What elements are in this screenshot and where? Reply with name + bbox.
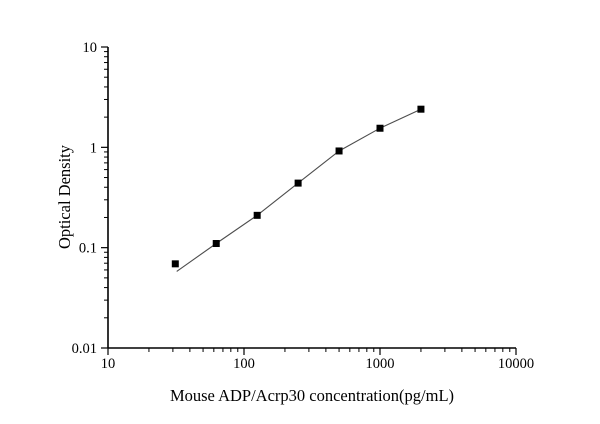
data-point-marker [171,260,179,268]
data-point-marker [212,240,220,248]
y-tick-label: 0.01 [72,341,97,357]
x-tick-label: 1000 [366,356,395,372]
x-axis-title: Mouse ADP/Acrp30 concentration(pg/mL) [170,386,454,405]
data-point-marker [253,211,261,219]
y-tick-label: 0.1 [79,241,97,257]
x-tick-label: 10 [101,356,116,372]
data-point-marker [417,105,425,113]
x-tick-label: 10000 [498,356,534,372]
y-tick-label: 10 [83,40,98,56]
x-tick-label: 100 [233,356,255,372]
data-point-marker [376,124,384,132]
y-tick-label: 1 [90,140,97,156]
trend-line [176,108,422,272]
data-point-marker [294,179,302,187]
y-axis-title: Optical Density [55,144,74,249]
plot-layer: 10 100 1000 10000 10 1 0.1 0.01 [72,40,535,372]
data-point-marker [335,147,343,155]
